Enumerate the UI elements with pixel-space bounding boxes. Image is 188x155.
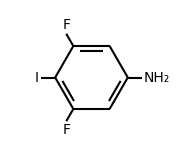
Text: F: F [63, 123, 71, 137]
Text: I: I [35, 71, 39, 84]
Text: NH₂: NH₂ [143, 71, 170, 84]
Text: F: F [63, 18, 71, 32]
